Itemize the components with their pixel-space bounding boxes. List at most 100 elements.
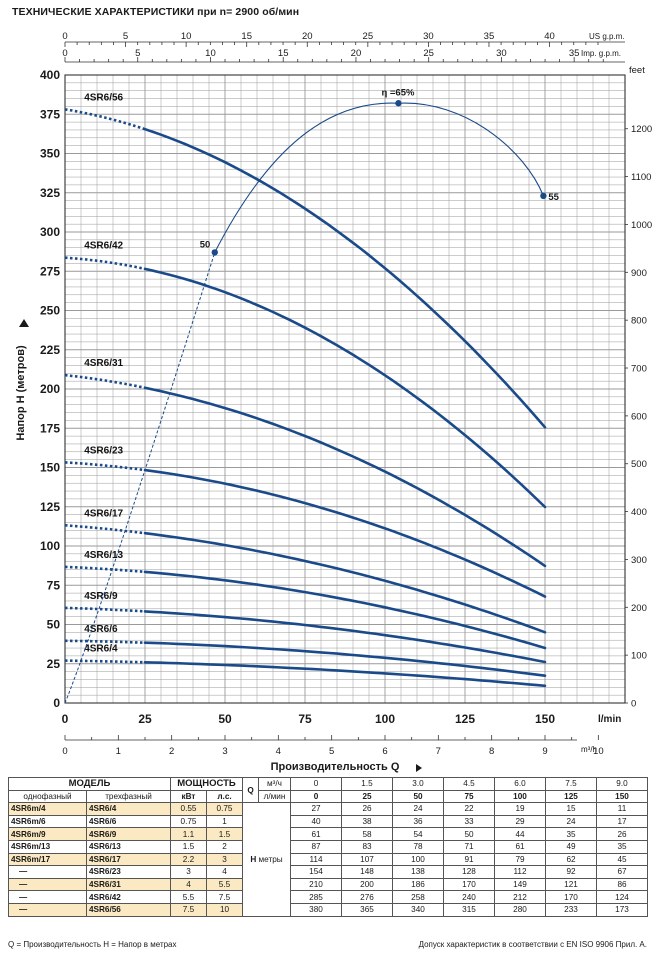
us-gpm-tick-label: 35 [484, 31, 495, 42]
x-tick-label-m3h: 1 [116, 746, 121, 757]
head-value: 15 [545, 802, 597, 816]
y-tick-label-m: 150 [40, 461, 60, 475]
y-tick-label-m: 100 [40, 539, 60, 553]
head-value: 27 [290, 802, 342, 816]
q-lmin-value: 125 [545, 789, 597, 804]
head-value: 45 [596, 852, 648, 867]
y-tick-label-feet: 200 [631, 603, 647, 614]
power-hp: 0.75 [206, 802, 243, 816]
x-tick-label-lmin: 75 [298, 712, 312, 726]
head-value: 26 [341, 802, 393, 816]
head-value: 38 [341, 814, 393, 829]
x-tick-label-m3h: 10 [593, 746, 604, 757]
head-value: 22 [443, 802, 495, 816]
curve-4SR6/9 [143, 610, 547, 664]
power-hp: 5.5 [206, 877, 243, 892]
power-hp: 3 [206, 852, 243, 867]
q-unit-m3h: м³/ч [258, 777, 291, 791]
q-lmin-value: 25 [341, 789, 393, 804]
head-value: 71 [443, 839, 495, 854]
head-value: 79 [494, 852, 546, 867]
head-value: 40 [290, 814, 342, 829]
curve-4SR6/13-dotted [64, 565, 146, 574]
q-label: Q [242, 776, 259, 804]
head-value: 107 [341, 852, 393, 867]
x-tick-label-m3h: 0 [62, 746, 67, 757]
head-value: 285 [290, 890, 342, 904]
model-header: МОДЕЛЬ [8, 777, 171, 791]
head-value: 276 [341, 890, 393, 904]
efficiency-label-50: 50 [200, 239, 211, 250]
x-tick-label-m3h: 3 [222, 746, 227, 757]
power-hp: 7.5 [206, 890, 243, 904]
head-value: 186 [392, 877, 444, 892]
us-gpm-tick-label: 40 [544, 31, 555, 42]
x-tick-label-lmin: 50 [218, 712, 232, 726]
efficiency-label-65: η =65% [381, 87, 415, 98]
head-value: 19 [494, 802, 546, 816]
head-value: 49 [545, 839, 597, 854]
imp-gpm-tick-label: 10 [205, 48, 216, 59]
power-header: МОЩНОСТЬ [170, 777, 243, 791]
imp-gpm-unit: Imp. g.p.m. [581, 49, 621, 58]
imp-gpm-tick-label: 35 [569, 48, 580, 59]
head-value: 138 [392, 865, 444, 879]
head-value: 61 [290, 827, 342, 841]
q-lmin-value: 100 [494, 789, 546, 804]
y-tick-label-feet: 0 [631, 699, 636, 710]
head-value: 87 [290, 839, 342, 854]
three-phase-model: 4SR6/42 [86, 890, 171, 904]
efficiency-point [395, 100, 402, 107]
q-m3h-value: 6.0 [494, 777, 546, 791]
power-kw: 3 [170, 865, 207, 879]
h-unit: метры [256, 854, 283, 864]
y-tick-label-feet: 600 [631, 411, 647, 422]
head-value: 17 [596, 814, 648, 829]
curve-label: 4SR6/4 [84, 644, 118, 655]
curve-4SR6/23-dotted [64, 461, 146, 472]
x-tick-label-m3h: 9 [542, 746, 547, 757]
head-value: 233 [545, 902, 597, 917]
y-tick-label-m: 75 [47, 578, 61, 592]
table-row: —4SR6/23 3 4 154 148 138 128 112 92 67 [8, 865, 648, 879]
curve-4SR6/6 [143, 641, 547, 677]
head-value: 11 [596, 802, 648, 816]
curve-label: 4SR6/13 [84, 550, 123, 561]
three-phase-model: 4SR6/6 [86, 814, 171, 829]
curve-label: 4SR6/23 [84, 445, 123, 456]
us-gpm-tick-label: 20 [302, 31, 313, 42]
single-phase-model: — [8, 902, 87, 917]
head-value: 112 [494, 865, 546, 879]
y-tick-label-feet: 1100 [631, 172, 651, 183]
y-tick-label-feet: 100 [631, 651, 647, 662]
y-tick-label-m: 350 [40, 147, 60, 161]
curve-4SR6/42 [143, 267, 547, 509]
x-tick-label-m3h: 5 [329, 746, 334, 757]
h-label: H метры [242, 802, 291, 917]
footer-tolerance: Допуск характеристик в соответствии с EN… [418, 940, 647, 949]
x-tick-label-m3h: 7 [436, 746, 441, 757]
x-tick-label-lmin: 125 [455, 712, 475, 726]
single-phase-model: 4SR6m/17 [8, 852, 87, 867]
us-gpm-unit: US g.p.m. [589, 32, 625, 41]
curve-label: 4SR6/17 [84, 508, 123, 519]
power-hp: 1.5 [206, 827, 243, 841]
head-value: 58 [341, 827, 393, 841]
head-value: 240 [443, 890, 495, 904]
us-gpm-tick-label: 0 [62, 31, 67, 42]
y-tick-label-feet: 500 [631, 459, 647, 470]
x-tick-label-lmin: 150 [535, 712, 555, 726]
head-value: 100 [392, 852, 444, 867]
head-value: 61 [494, 839, 546, 854]
y-tick-label-feet: 400 [631, 507, 647, 518]
head-value: 78 [392, 839, 444, 854]
single-phase-model: 4SR6m/13 [8, 839, 87, 854]
imp-gpm-tick-label: 0 [62, 48, 67, 59]
head-value: 154 [290, 865, 342, 879]
head-value: 340 [392, 902, 444, 917]
x-tick-label-m3h: 4 [276, 746, 281, 757]
table-row: 4SR6m/13 4SR6/13 1.5 2 87 83 78 71 61 49 35 [8, 839, 648, 854]
head-value: 44 [494, 827, 546, 841]
head-value: 114 [290, 852, 342, 867]
